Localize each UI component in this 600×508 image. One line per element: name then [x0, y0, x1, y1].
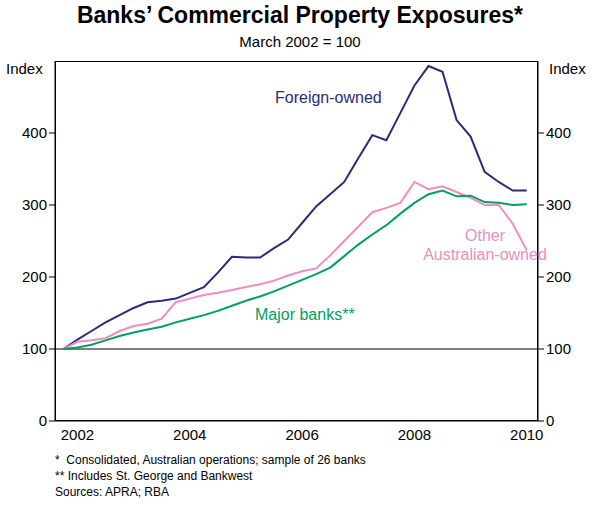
html-text:Other: Other: [465, 227, 505, 244]
html-text:Major banks**: Major banks**: [255, 306, 355, 323]
svg-text:0: 0: [546, 412, 554, 429]
html-text:** Includes St. George and Ban: ** Includes St. George and Bankwest: [55, 469, 253, 483]
svg-text:2010: 2010: [510, 426, 543, 443]
html-text:* Consolidated, Australian ope: * Consolidated, Australian operations; s…: [55, 453, 366, 467]
svg-text:2008: 2008: [398, 426, 431, 443]
html-text:Foreign-owned: Foreign-owned: [275, 89, 382, 106]
svg-text:0: 0: [39, 412, 47, 429]
svg-text:2006: 2006: [285, 426, 318, 443]
svg-text:400: 400: [22, 124, 47, 141]
svg-text:300: 300: [546, 196, 571, 213]
svg-text:300: 300: [22, 196, 47, 213]
svg-text:100: 100: [22, 340, 47, 357]
html-text:Sources: APRA; RBA: Sources: APRA; RBA: [55, 485, 169, 499]
html-text:March 2002 = 100: March 2002 = 100: [239, 33, 361, 50]
html-text:Index: Index: [6, 60, 43, 77]
svg-text:200: 200: [546, 268, 571, 285]
svg-text:2004: 2004: [173, 426, 206, 443]
html-text:Banks’ Commercial Property Exp: Banks’ Commercial Property Exposures*: [76, 2, 524, 28]
svg-text:400: 400: [546, 124, 571, 141]
html-text:Australian-owned: Australian-owned: [423, 246, 547, 263]
html-text:Index: Index: [549, 60, 586, 77]
svg-text:200: 200: [22, 268, 47, 285]
svg-text:100: 100: [546, 340, 571, 357]
svg-text:2002: 2002: [61, 426, 94, 443]
